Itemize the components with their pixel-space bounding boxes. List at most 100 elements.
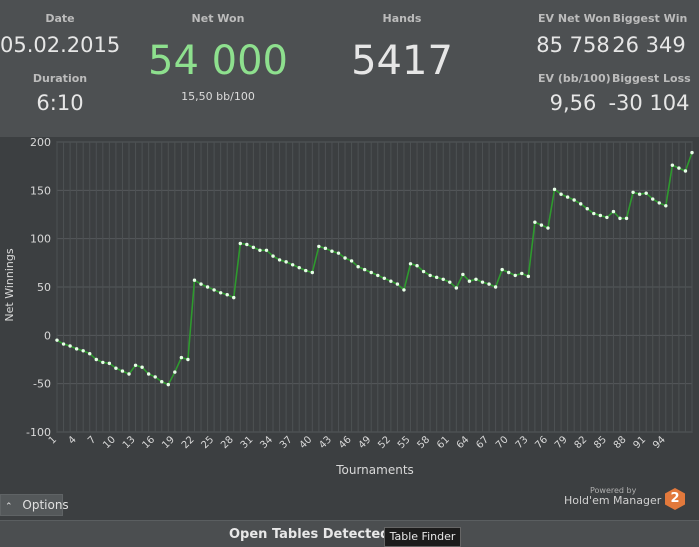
x-tick-label: 91 xyxy=(632,434,649,451)
data-point xyxy=(284,260,288,264)
x-tick-label: 10 xyxy=(101,434,118,451)
x-tick-label: 61 xyxy=(435,434,452,451)
hands-value: 5417 xyxy=(351,38,453,84)
net-won-value: 54 000 xyxy=(148,38,288,84)
hm2-logo-icon: 2 xyxy=(665,488,685,510)
duration-value: 6:10 xyxy=(36,91,84,115)
caret-up-icon: ⌃ xyxy=(5,502,13,512)
options-button[interactable]: ⌃ Options xyxy=(0,494,69,516)
data-point xyxy=(323,246,328,251)
data-point xyxy=(441,277,445,281)
data-point xyxy=(637,192,642,196)
data-point xyxy=(245,242,249,247)
data-point xyxy=(434,275,439,280)
data-point xyxy=(94,357,98,362)
options-label: Options xyxy=(22,498,69,512)
data-point xyxy=(330,249,334,253)
data-point xyxy=(251,245,256,250)
brand-name: Hold'em Manager xyxy=(564,494,662,507)
data-point xyxy=(376,273,380,278)
data-point xyxy=(526,274,531,279)
x-tick-label: 94 xyxy=(651,434,668,451)
x-tick-label: 40 xyxy=(298,434,315,451)
data-point xyxy=(559,192,563,196)
x-tick-label: 88 xyxy=(612,434,629,451)
x-tick-label: 73 xyxy=(514,434,531,451)
x-tick-label: 13 xyxy=(121,434,138,451)
data-point xyxy=(598,213,603,218)
y-tick-label: 200 xyxy=(30,137,51,149)
data-point xyxy=(173,370,177,374)
data-point xyxy=(146,372,151,376)
biggest-win-value: 26 349 xyxy=(612,33,686,57)
data-point xyxy=(271,254,275,258)
data-point xyxy=(480,280,485,284)
data-point xyxy=(585,207,589,211)
biggest-loss-value: -30 104 xyxy=(608,91,690,115)
data-point xyxy=(644,191,648,195)
data-point xyxy=(546,226,550,230)
x-tick-label: 58 xyxy=(415,434,432,451)
x-tick-label: 34 xyxy=(258,434,275,451)
duration-label: Duration xyxy=(32,72,88,85)
data-point xyxy=(664,204,668,208)
data-point xyxy=(127,372,131,376)
powered-by-label: Powered by xyxy=(590,486,637,495)
data-point xyxy=(369,270,373,275)
data-point xyxy=(277,258,282,262)
data-point xyxy=(120,369,125,373)
data-point xyxy=(454,286,459,290)
data-point xyxy=(520,271,524,276)
data-point xyxy=(605,215,609,220)
data-point xyxy=(552,187,557,192)
y-tick-label: 100 xyxy=(30,233,51,246)
data-point xyxy=(624,216,629,221)
x-tick-label: 79 xyxy=(553,434,570,451)
y-tick-label: 150 xyxy=(30,184,51,197)
data-point xyxy=(611,209,616,214)
data-point xyxy=(258,248,262,252)
data-point xyxy=(500,267,504,272)
y-tick-label: 0 xyxy=(44,329,51,342)
x-tick-label: 64 xyxy=(455,434,472,451)
data-point xyxy=(133,363,138,367)
x-tick-label: 4 xyxy=(66,434,78,446)
ev-net-won-label: EV Net Won xyxy=(538,12,611,25)
data-point xyxy=(81,349,85,353)
x-tick-label: 55 xyxy=(396,434,413,451)
data-point xyxy=(356,265,360,269)
data-point xyxy=(565,195,570,199)
x-tick-label: 43 xyxy=(317,434,334,451)
data-point xyxy=(166,382,170,387)
data-point xyxy=(474,277,478,281)
data-point xyxy=(297,265,301,270)
x-tick-label: 67 xyxy=(474,434,491,451)
x-tick-label: 70 xyxy=(494,434,511,451)
data-point xyxy=(199,282,203,286)
data-point xyxy=(290,263,295,267)
table-finder-button[interactable]: Table Finder xyxy=(384,527,461,547)
data-point xyxy=(186,357,190,362)
data-point xyxy=(304,268,308,273)
data-point xyxy=(677,166,681,170)
data-point xyxy=(140,365,144,369)
date-label: Date xyxy=(45,12,75,25)
bottom-bar: Open Tables Detected Table Finder xyxy=(0,520,699,547)
data-point xyxy=(533,220,537,224)
data-point xyxy=(107,361,112,366)
data-point xyxy=(101,360,105,365)
data-point xyxy=(408,262,413,266)
data-point xyxy=(487,282,491,286)
data-point xyxy=(114,366,118,370)
open-tables-label: Open Tables Detected xyxy=(229,527,390,542)
x-tick-label: 52 xyxy=(376,434,393,451)
x-axis-label: Tournaments xyxy=(335,463,414,477)
data-point xyxy=(61,342,66,346)
data-point xyxy=(428,273,432,278)
y-tick-label: 50 xyxy=(37,281,51,294)
data-point xyxy=(592,211,596,216)
x-tick-label: 76 xyxy=(533,434,550,451)
hands-label: Hands xyxy=(382,12,422,25)
data-point xyxy=(310,270,315,275)
data-point xyxy=(670,163,675,167)
